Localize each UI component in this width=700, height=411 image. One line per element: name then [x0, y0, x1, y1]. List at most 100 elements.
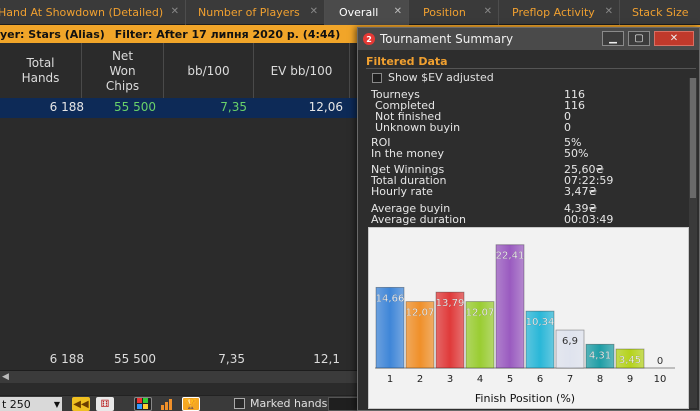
- x-tick-label-5: 5: [507, 374, 513, 385]
- close-icon[interactable]: ✕: [654, 31, 694, 46]
- rewind-icon[interactable]: ◀◀: [72, 397, 90, 411]
- summary-value: 25,60₴: [564, 163, 605, 176]
- window-title: Tournament Summary: [380, 32, 514, 46]
- summary-value: 4,39₴: [564, 202, 598, 215]
- marked-hands-checkbox[interactable]: [234, 398, 245, 409]
- chevron-down-icon: ▼: [53, 399, 60, 409]
- bar-position-1: [375, 286, 405, 369]
- dice-icon[interactable]: ⚅: [96, 397, 114, 411]
- data-label-position-1: 14,66: [376, 293, 405, 304]
- tab-label: Stack Size: [632, 6, 689, 19]
- scroll-left-icon[interactable]: ◀: [2, 372, 9, 382]
- cell-bb100: 7,35: [220, 100, 247, 114]
- x-tick-label-6: 6: [537, 374, 543, 385]
- col-header-net-won-chips[interactable]: Net Won Chips: [82, 43, 164, 99]
- minimize-icon[interactable]: ▁: [602, 31, 624, 46]
- tab-label: Number of Players: [198, 6, 300, 19]
- limit-select-value: t 250: [2, 397, 31, 411]
- summary-value: 07:22:59: [564, 174, 614, 187]
- table-row[interactable]: 6 188 55 500 7,35 12,06: [0, 98, 358, 118]
- summary-label: Average buyin: [371, 202, 451, 215]
- summary-value: 5%: [564, 136, 582, 149]
- tab-position[interactable]: Position ✕: [409, 0, 499, 25]
- close-icon[interactable]: ✕: [309, 6, 318, 17]
- tab-label: Position: [423, 6, 466, 19]
- tab-label: Preflop Activity: [512, 6, 595, 19]
- x-axis-label: Finish Position (%): [475, 392, 575, 405]
- x-tick-label-1: 1: [387, 374, 393, 385]
- x-tick-label-4: 4: [477, 374, 483, 385]
- summary-label: Hourly rate: [371, 185, 433, 198]
- summary-label: Completed: [375, 99, 435, 112]
- toolbar-input[interactable]: [328, 397, 358, 411]
- data-label-position-7: 6,9: [562, 336, 578, 347]
- total-bb100-value: 7,35: [218, 352, 245, 366]
- data-label-position-8: 4,31: [589, 350, 611, 361]
- tab-overall[interactable]: Overall ✕: [325, 0, 409, 25]
- grid-icon[interactable]: [134, 397, 152, 411]
- limit-select[interactable]: t 250 ▼: [0, 397, 62, 411]
- tab-label: Overall: [339, 6, 379, 19]
- bar-position-5: [495, 244, 525, 369]
- player-label: yer: Stars (Alias): [0, 27, 105, 41]
- close-icon[interactable]: ✕: [483, 6, 492, 17]
- data-label-position-2: 12,07: [406, 308, 435, 319]
- report-tab-bar: Hand At Showdown (Detailed) ✕ Number of …: [0, 0, 700, 25]
- horizontal-scrollbar[interactable]: ◀: [0, 370, 358, 383]
- summary-value: 50%: [564, 147, 589, 160]
- bar-position-8: [585, 343, 615, 369]
- col-header-ev-bb100[interactable]: EV bb/100: [254, 43, 350, 99]
- data-label-position-9: 3,45: [619, 355, 641, 366]
- bar-chart-icon[interactable]: [158, 397, 176, 411]
- section-divider: [366, 68, 696, 69]
- summary-label: Total duration: [371, 174, 447, 187]
- close-icon[interactable]: ✕: [393, 6, 402, 17]
- x-tick-label-8: 8: [597, 374, 603, 385]
- bar-position-9: [615, 348, 645, 369]
- stats-table: Total Hands Net Won Chips bb/100 EV bb/1…: [0, 43, 358, 395]
- filter-label[interactable]: Filter: After 17 липня 2020 р. (4:44): [114, 27, 341, 41]
- marked-hands-label: Marked hands: [250, 397, 328, 410]
- data-label-position-10: 0: [657, 356, 663, 367]
- col-header-bb100[interactable]: bb/100: [164, 43, 254, 99]
- tab-hand-at-showdown[interactable]: Hand At Showdown (Detailed) ✕: [0, 0, 186, 25]
- tab-number-of-players[interactable]: Number of Players ✕: [186, 0, 325, 25]
- section-title: Filtered Data: [366, 55, 448, 68]
- summary-label: ROI: [371, 136, 391, 149]
- vertical-scrollbar[interactable]: [689, 78, 697, 408]
- bar-position-4: [465, 301, 495, 369]
- maximize-icon[interactable]: ▢: [628, 31, 650, 46]
- x-tick-label-10: 10: [654, 374, 667, 385]
- cell-ev-bb100: 12,06: [308, 100, 343, 114]
- summary-value: 116: [564, 99, 585, 112]
- summary-label: Net Winnings: [371, 163, 445, 176]
- show-ev-checkbox[interactable]: [372, 73, 382, 83]
- close-icon[interactable]: ✕: [604, 6, 613, 17]
- bar-chart-icon-graphic: [161, 399, 172, 410]
- trophy-icon[interactable]: 🏆: [182, 397, 200, 411]
- summary-value: 0: [564, 121, 571, 134]
- scrollbar-thumb[interactable]: [690, 78, 696, 198]
- summary-value: 116: [564, 88, 585, 101]
- total-net-won-chips-value: 55 500: [114, 352, 156, 366]
- summary-value: 0: [564, 110, 571, 123]
- col-header-total-hands[interactable]: Total Hands: [0, 43, 82, 99]
- data-label-position-6: 10,34: [526, 317, 555, 328]
- bar-position-7: [555, 329, 585, 369]
- tab-preflop-activity[interactable]: Preflop Activity ✕: [499, 0, 620, 25]
- close-icon[interactable]: ✕: [170, 6, 179, 17]
- summary-value: 00:03:49: [564, 213, 614, 226]
- total-ev-bb100-value: 12,1: [313, 352, 340, 366]
- bar-position-3: [435, 291, 465, 369]
- grid-icon-graphic: [137, 398, 148, 409]
- cell-net-won-chips: 55 500: [114, 100, 156, 114]
- summary-label: Average duration: [371, 213, 466, 226]
- bar-position-2: [405, 301, 435, 369]
- finish-position-chart: 14,66 1 12,07 2 13,79 3 12,07 4 22,41 5 10,34 6 6,9 7…: [368, 227, 689, 409]
- x-tick-label-9: 9: [627, 374, 633, 385]
- tab-stack-size[interactable]: Stack Size: [620, 0, 700, 25]
- summary-label: Unknown buyin: [375, 121, 461, 134]
- window-title-bar[interactable]: 2 Tournament Summary ▁ ▢ ✕: [358, 28, 699, 50]
- x-tick-label-3: 3: [447, 374, 453, 385]
- summary-label: Tourneys: [371, 88, 420, 101]
